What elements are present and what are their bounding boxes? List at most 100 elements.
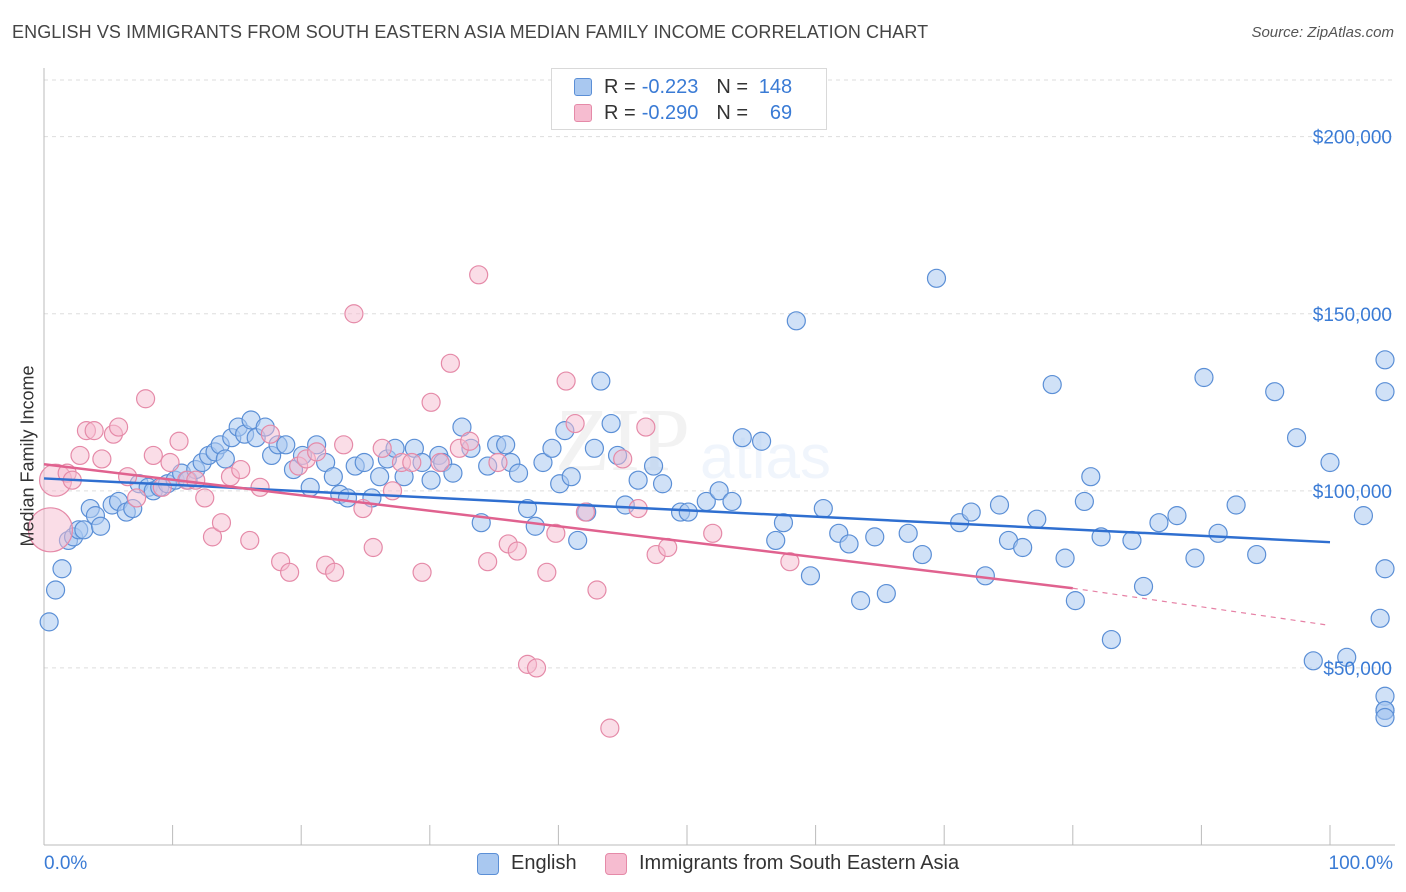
- legend-item-english[interactable]: English: [477, 852, 577, 875]
- trend-line-immigrants-extrapolated: [1072, 587, 1331, 627]
- data-point-english: [926, 268, 947, 288]
- data-point-english: [1091, 527, 1111, 547]
- data-point-english: [1194, 367, 1214, 388]
- data-point-english: [1122, 530, 1142, 551]
- data-point-english: [591, 371, 611, 391]
- data-point-english: [542, 438, 562, 458]
- data-point-english: [52, 559, 72, 579]
- data-point-english: [533, 452, 553, 473]
- data-point-english: [1337, 647, 1357, 667]
- data-point-english: [496, 435, 516, 455]
- data-point-immigrants: [280, 562, 300, 582]
- data-point-english: [1375, 707, 1395, 728]
- english-points: [39, 268, 1395, 728]
- data-point-english: [628, 470, 648, 490]
- data-point-english: [1065, 591, 1085, 611]
- data-point-immigrants: [84, 421, 104, 441]
- data-point-immigrants: [636, 417, 656, 437]
- data-point-immigrants: [325, 562, 345, 582]
- data-point-english: [1226, 495, 1246, 515]
- data-point-english: [1101, 629, 1121, 650]
- series-legend: English Immigrants from South Eastern As…: [0, 852, 1406, 878]
- x-tick-labels: 0.0% 100.0%: [44, 853, 1393, 874]
- trend-lines: [43, 463, 1331, 627]
- data-point-immigrants: [92, 449, 112, 469]
- data-point-english: [584, 438, 605, 458]
- legend-label-immigrants: Immigrants from South Eastern Asia: [639, 852, 960, 874]
- legend-row-english: R = -0.223 N = 148: [574, 75, 792, 99]
- immigrants-swatch: [605, 852, 627, 875]
- data-point-immigrants: [372, 438, 392, 458]
- data-point-immigrants: [537, 562, 557, 582]
- data-point-immigrants: [587, 580, 607, 600]
- data-point-english: [354, 452, 374, 473]
- data-point-english: [898, 523, 918, 543]
- data-point-english: [1055, 548, 1075, 568]
- data-point-immigrants: [780, 552, 800, 572]
- n-label: N =: [716, 75, 749, 98]
- data-point-immigrants: [108, 417, 129, 437]
- data-point-english: [568, 530, 588, 551]
- data-point-immigrants: [195, 488, 215, 508]
- data-point-english: [652, 474, 673, 494]
- data-point-english: [1149, 513, 1169, 533]
- axes: [43, 68, 1395, 846]
- data-point-english: [643, 456, 664, 476]
- n-value: 69: [769, 101, 793, 124]
- data-point-english: [786, 311, 806, 331]
- data-point-english: [276, 435, 296, 455]
- data-point-english: [1247, 544, 1267, 565]
- data-point-english: [45, 580, 66, 600]
- data-point-english: [751, 431, 772, 451]
- data-point-immigrants: [526, 658, 547, 678]
- data-point-english: [215, 449, 235, 469]
- data-point-immigrants: [143, 445, 163, 466]
- data-point-immigrants: [546, 523, 566, 543]
- r-label: R =: [604, 101, 636, 124]
- data-point-english: [443, 463, 463, 483]
- data-point-english: [813, 498, 833, 519]
- data-point-english: [876, 583, 896, 604]
- data-point-immigrants: [70, 445, 90, 466]
- data-point-immigrants: [430, 452, 450, 473]
- data-point-immigrants: [703, 523, 723, 543]
- data-point-immigrants: [469, 265, 489, 285]
- y-axis-label: Median Family Income: [17, 365, 38, 547]
- data-point-english: [1353, 506, 1374, 526]
- data-point-english: [851, 591, 871, 611]
- chart-source: Source: ZipAtlas.com: [1251, 24, 1394, 41]
- data-point-immigrants: [556, 371, 576, 391]
- data-point-immigrants: [575, 502, 596, 522]
- data-point-english: [1027, 509, 1047, 529]
- data-point-english: [323, 467, 343, 487]
- data-point-english: [370, 467, 390, 487]
- y-tick-label: $100,000: [1313, 482, 1392, 503]
- data-point-immigrants: [478, 552, 498, 572]
- r-label: R =: [604, 75, 636, 98]
- data-point-english: [865, 527, 885, 547]
- data-point-english: [39, 612, 59, 632]
- data-point-english: [709, 481, 729, 501]
- data-point-english: [1303, 651, 1323, 671]
- data-point-english: [1375, 382, 1395, 402]
- data-point-english: [678, 502, 698, 522]
- data-point-immigrants: [250, 477, 270, 497]
- legend-row-immigrants: R = -0.290 N = 69: [574, 101, 792, 125]
- x-tick-label: 0.0%: [44, 853, 87, 874]
- data-point-immigrants: [27, 507, 74, 553]
- data-point-immigrants: [160, 452, 180, 473]
- data-point-english: [1208, 523, 1228, 543]
- data-point-english: [300, 477, 320, 497]
- data-point-immigrants: [488, 452, 508, 473]
- legend-item-immigrants[interactable]: Immigrants from South Eastern Asia: [605, 852, 959, 875]
- y-tick-labels: $50,000 $100,000 $150,000 $200,000: [1313, 128, 1392, 680]
- immigrants-swatch: [574, 104, 592, 122]
- data-point-immigrants: [260, 424, 280, 444]
- data-point-immigrants: [202, 527, 223, 547]
- data-point-english: [421, 470, 441, 490]
- data-point-immigrants: [231, 459, 251, 480]
- data-point-english: [525, 516, 545, 536]
- watermark: ZIP atlas: [555, 391, 831, 492]
- data-point-english: [517, 498, 538, 519]
